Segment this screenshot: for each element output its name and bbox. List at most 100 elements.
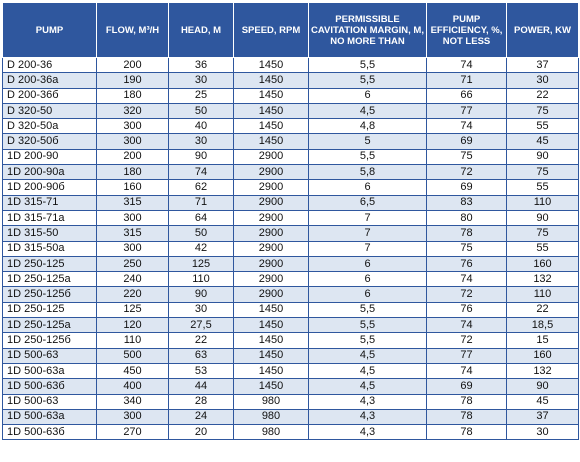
cell-cavitation-margin: 7	[308, 240, 427, 257]
cell-speed: 2900	[233, 209, 309, 227]
header-head: HEAD, M	[168, 2, 234, 58]
cell-efficiency: 74	[426, 317, 507, 334]
cell-cavitation-margin: 5	[308, 133, 427, 150]
cell-power: 110	[506, 286, 579, 303]
cell-efficiency: 71	[426, 72, 507, 89]
cell-efficiency: 66	[426, 87, 507, 104]
table-row: D 320-50 320 50 1450 4,5 77 75	[2, 102, 579, 120]
cell-flow: 270	[96, 424, 169, 441]
cell-speed: 2900	[233, 194, 309, 211]
header-speed: SPEED, RPM	[233, 2, 309, 58]
table-row: 1D 500-63a 450 53 1450 4,5 74 132	[2, 362, 579, 380]
table-row: 1D 250-125 250 125 2900 6 76 160	[2, 255, 579, 273]
cell-flow: 315	[96, 194, 169, 211]
cell-head: 125	[168, 255, 234, 273]
header-flow: FLOW, M³/H	[96, 2, 169, 58]
cell-power: 55	[506, 118, 579, 135]
cell-power: 75	[506, 164, 579, 181]
cell-speed: 1450	[233, 56, 309, 74]
table-row: 1D 250-125a 240 110 2900 6 74 132	[2, 271, 579, 288]
cell-pump: 1D 200-90a	[2, 164, 97, 181]
cell-speed: 2900	[233, 164, 309, 181]
cell-head: 20	[168, 424, 234, 441]
cell-flow: 110	[96, 332, 169, 349]
table-row: 1D 250-125a 120 27,5 1450 5,5 74 18,5	[2, 317, 579, 334]
cell-flow: 220	[96, 286, 169, 303]
cell-speed: 1450	[233, 118, 309, 135]
cell-speed: 2900	[233, 255, 309, 273]
cell-pump: 1D 315-50	[2, 225, 97, 242]
header-efficiency: PUMP EFFICIENCY, %, NOT LESS	[426, 2, 507, 58]
cell-flow: 450	[96, 362, 169, 380]
cell-head: 71	[168, 194, 234, 211]
cell-efficiency: 74	[426, 118, 507, 135]
cell-pump: D 320-50б	[2, 133, 97, 150]
table-row: 1D 500-63 340 28 980 4,3 78 45	[2, 393, 579, 410]
cell-cavitation-margin: 6	[308, 255, 427, 273]
cell-efficiency: 75	[426, 148, 507, 166]
cell-flow: 125	[96, 301, 169, 319]
cell-speed: 2900	[233, 179, 309, 196]
cell-flow: 300	[96, 133, 169, 150]
cell-flow: 400	[96, 378, 169, 395]
table-row: 1D 315-50a 300 42 2900 7 75 55	[2, 240, 579, 257]
cell-flow: 200	[96, 148, 169, 166]
cell-pump: 1D 250-125a	[2, 271, 97, 288]
table-row: 1D 250-125б 220 90 2900 6 72 110	[2, 286, 579, 303]
table-row: 1D 315-71 315 71 2900 6,5 83 110	[2, 194, 579, 211]
cell-pump: 1D 200-90б	[2, 179, 97, 196]
cell-pump: D 200-36a	[2, 72, 97, 89]
cell-pump: 1D 250-125	[2, 301, 97, 319]
cell-efficiency: 78	[426, 408, 507, 426]
cell-flow: 320	[96, 102, 169, 120]
cell-power: 132	[506, 362, 579, 380]
cell-power: 30	[506, 72, 579, 89]
cell-pump: D 320-50a	[2, 118, 97, 135]
cell-cavitation-margin: 7	[308, 209, 427, 227]
cell-cavitation-margin: 4,8	[308, 118, 427, 135]
cell-speed: 1450	[233, 301, 309, 319]
cell-head: 36	[168, 56, 234, 74]
cell-pump: D 320-50	[2, 102, 97, 120]
cell-head: 50	[168, 225, 234, 242]
cell-efficiency: 72	[426, 332, 507, 349]
cell-cavitation-margin: 4,5	[308, 378, 427, 395]
cell-cavitation-margin: 4,5	[308, 347, 427, 364]
cell-head: 62	[168, 179, 234, 196]
table-row: D 320-50б 300 30 1450 5 69 45	[2, 133, 579, 150]
cell-flow: 500	[96, 347, 169, 364]
cell-pump: 1D 500-63	[2, 393, 97, 410]
cell-power: 45	[506, 133, 579, 150]
cell-cavitation-margin: 5,5	[308, 317, 427, 334]
cell-power: 75	[506, 225, 579, 242]
cell-power: 55	[506, 179, 579, 196]
table-row: 1D 500-63a 300 24 980 4,3 78 37	[2, 408, 579, 426]
cell-power: 22	[506, 87, 579, 104]
cell-head: 53	[168, 362, 234, 380]
cell-flow: 340	[96, 393, 169, 410]
cell-head: 63	[168, 347, 234, 364]
cell-speed: 1450	[233, 362, 309, 380]
cell-flow: 300	[96, 240, 169, 257]
cell-speed: 1450	[233, 378, 309, 395]
cell-pump: 1D 500-63	[2, 347, 97, 364]
pump-specifications-table: PUMP FLOW, M³/H HEAD, M SPEED, RPM PERMISSIB…	[2, 2, 579, 441]
cell-pump: 1D 315-50a	[2, 240, 97, 257]
cell-efficiency: 75	[426, 240, 507, 257]
cell-pump: 1D 500-63a	[2, 362, 97, 380]
cell-efficiency: 74	[426, 362, 507, 380]
cell-power: 30	[506, 424, 579, 441]
table-row: D 200-36б 180 25 1450 6 66 22	[2, 87, 579, 104]
cell-speed: 1450	[233, 332, 309, 349]
cell-head: 30	[168, 133, 234, 150]
cell-head: 27,5	[168, 317, 234, 334]
cell-cavitation-margin: 4,3	[308, 424, 427, 441]
cell-speed: 1450	[233, 87, 309, 104]
table-row: 1D 200-90a 180 74 2900 5,8 72 75	[2, 164, 579, 181]
cell-cavitation-margin: 5,5	[308, 332, 427, 349]
table-row: 1D 500-63 500 63 1450 4,5 77 160	[2, 347, 579, 364]
cell-head: 28	[168, 393, 234, 410]
cell-pump: 1D 250-125б	[2, 332, 97, 349]
cell-efficiency: 74	[426, 271, 507, 288]
cell-flow: 250	[96, 255, 169, 273]
